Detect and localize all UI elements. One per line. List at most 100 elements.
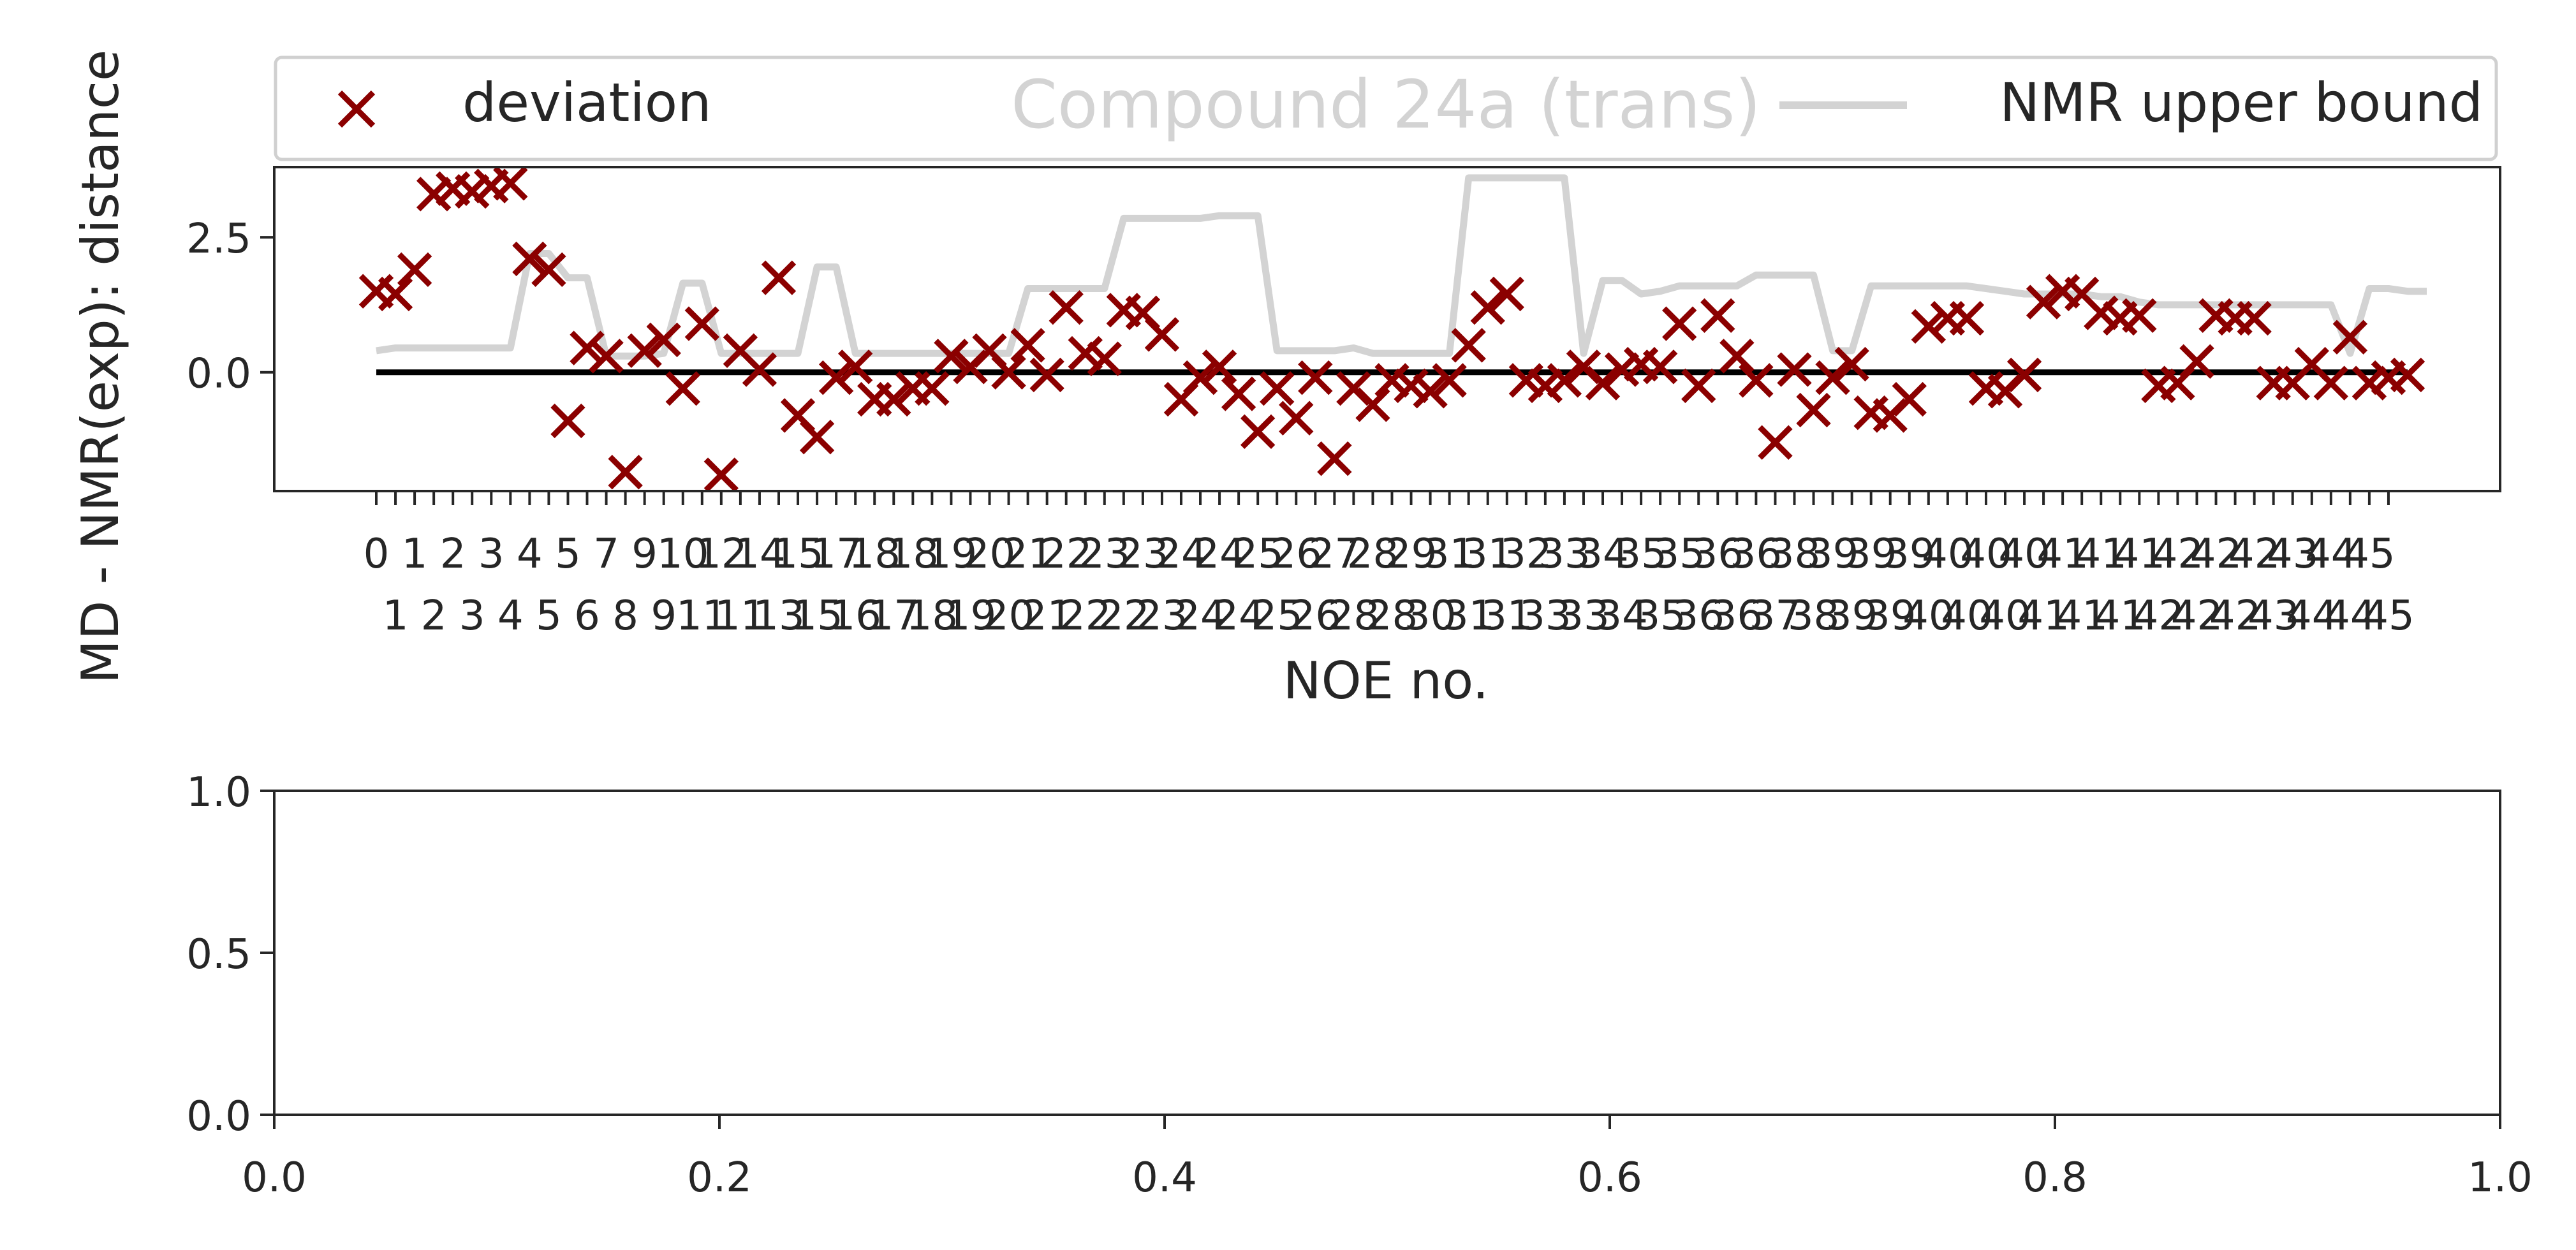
x-tick-label: 38 (1769, 531, 1820, 578)
legend-label-upper-bound: NMR upper bound (1999, 71, 2483, 134)
x-tick-label: 29 (1385, 531, 1437, 578)
data-point-deviation (455, 173, 490, 209)
data-point-deviation (1355, 387, 1390, 422)
x-tick-label: 15 (772, 531, 823, 578)
data-point-deviation (1758, 425, 1793, 460)
data-point-deviation (2390, 357, 2425, 393)
data-point-deviation (1010, 328, 1045, 363)
data-point-deviation (531, 252, 566, 288)
data-point-deviation (876, 381, 911, 417)
x-tick-label: 17 (810, 531, 862, 578)
x-tick-label: 1 (383, 592, 409, 640)
data-point-deviation (397, 252, 432, 288)
x-tick-label: 33 (1538, 531, 1590, 578)
x-tick-label: 36 (1692, 531, 1744, 578)
x-tick-label: 42 (2171, 592, 2223, 640)
x-tick-label: 31 (1462, 531, 1513, 578)
x-tick-label: 30 (1404, 592, 1456, 640)
data-point-deviation (2084, 295, 2119, 330)
x-tick-label: 5 (536, 592, 562, 640)
x-tick-label: 24 (1193, 531, 1245, 578)
x-tick-label: 12 (695, 531, 747, 578)
data-point-deviation (1527, 368, 1563, 404)
data-point-deviation (608, 455, 643, 490)
x-tick-label: 22 (1040, 531, 1092, 578)
data-point-deviation (1642, 349, 1678, 385)
chart-title: Compound 24a (trans) (1011, 66, 1761, 143)
data-point-deviation (1049, 290, 1084, 325)
x-tick-label: 14 (733, 531, 785, 578)
x-tick-label: 10 (657, 531, 709, 578)
data-point-deviation (665, 371, 700, 406)
data-point-deviation (1221, 376, 1256, 411)
x-tick-label: 31 (1424, 531, 1475, 578)
x-tick-label: 11 (714, 592, 766, 640)
data-point-deviation (493, 166, 528, 201)
x-tick-label: 36 (1730, 531, 1782, 578)
top-plot-frame (273, 166, 2501, 492)
x-tick-label: 34 (1596, 592, 1647, 640)
x-tick-label: 5 (555, 531, 581, 578)
bottom-y-ticks: 1.0 0.5 0.0 (186, 769, 274, 1140)
x-tick-label: 0.8 (2022, 1154, 2087, 1202)
x-tick-label: 18 (906, 592, 958, 640)
x-tick-label: 0.6 (1577, 1154, 1642, 1202)
x-tick-label: 21 (1021, 592, 1073, 640)
x-tick-label: 28 (1366, 592, 1418, 640)
x-tick-label: 21 (1002, 531, 1054, 578)
x-tick-label: 40 (1922, 531, 1973, 578)
bottom-x-ticks: 0.0 0.2 0.4 0.6 0.8 1.0 (242, 1115, 2533, 1202)
x-tick-label: 22 (1059, 592, 1111, 640)
data-point-deviation (589, 339, 624, 374)
data-point-deviation (1279, 401, 1314, 436)
x-tick-label: 37 (1749, 592, 1801, 640)
data-point-deviation (1394, 368, 1429, 404)
x-tick-label: 39 (1864, 592, 1916, 640)
data-point-deviation (934, 339, 969, 374)
data-point-deviation (2026, 284, 2061, 320)
x-tick-label: 2 (421, 592, 447, 640)
x-tick-label: 39 (1826, 592, 1878, 640)
x-tick-label: 8 (612, 592, 638, 640)
data-point-deviation (1700, 298, 1735, 334)
x-tick-label: 31 (1481, 592, 1533, 640)
legend-marker-deviation (337, 90, 376, 128)
x-tick-label: 38 (1788, 592, 1839, 640)
x-tick-label: 1 (402, 531, 428, 578)
data-point-deviation (1796, 392, 1831, 428)
y-tick-label: 0.0 (186, 1093, 251, 1140)
x-tick-label: 0 (364, 531, 390, 578)
data-point-deviation (1087, 341, 1122, 376)
data-point-deviation (991, 355, 1026, 390)
x-tick-label: 35 (1653, 531, 1705, 578)
x-tick-label: 35 (1615, 531, 1667, 578)
x-tick-label: 31 (1443, 592, 1494, 640)
y-tick-label: 1.0 (186, 769, 251, 816)
x-tick-label: 16 (829, 592, 881, 640)
y-axis-label: MD - NMR(exp): distance (71, 50, 130, 684)
data-point-deviation (1298, 360, 1333, 395)
x-tick-label: 13 (753, 592, 804, 640)
data-point-deviation (837, 349, 873, 385)
y-tick-label: 2.5 (186, 216, 251, 263)
x-tick-label: 18 (887, 531, 939, 578)
x-tick-label: 42 (2152, 531, 2204, 578)
x-tick-label: 27 (1309, 531, 1360, 578)
data-point-deviation (550, 403, 585, 439)
data-point-deviation (416, 177, 452, 212)
data-point-deviation (627, 333, 662, 369)
x-tick-label: 26 (1270, 531, 1322, 578)
x-tick-label: 44 (2286, 592, 2337, 640)
x-tick-label: 23 (1117, 531, 1168, 578)
x-tick-label: 28 (1347, 531, 1399, 578)
x-tick-label: 43 (2267, 531, 2318, 578)
x-tick-label: 0.0 (242, 1154, 307, 1202)
x-tick-label: 20 (964, 531, 1015, 578)
x-tick-label: 40 (1998, 531, 2050, 578)
x-tick-label: 25 (1251, 592, 1302, 640)
x-tick-label: 9 (651, 592, 677, 640)
x-tick-label: 42 (2190, 531, 2242, 578)
x-tick-label: 45 (2343, 531, 2395, 578)
data-point-deviation (1777, 352, 1812, 387)
